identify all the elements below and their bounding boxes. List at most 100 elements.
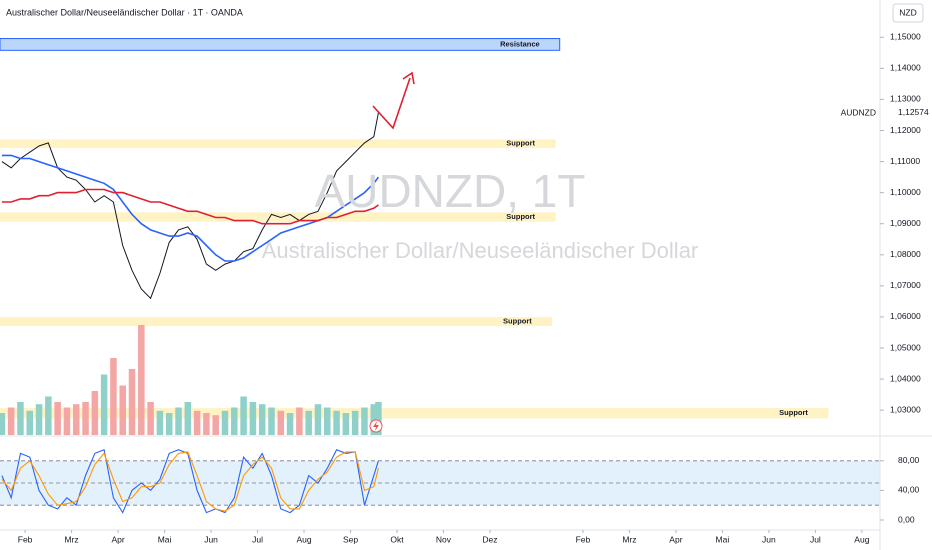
volume-bar	[342, 413, 350, 435]
volume-bar	[193, 410, 201, 435]
watermark-sub: Australischer Dollar/Neuseeländischer Do…	[262, 238, 699, 263]
zone-label: Support	[779, 408, 808, 417]
x-tick-label: Mai	[158, 534, 172, 544]
currency-box[interactable]	[892, 3, 924, 23]
x-tick-label: Jul	[252, 534, 263, 544]
last-price-box	[882, 105, 930, 120]
symbol-label: AUDNZD	[841, 107, 876, 117]
volume-bar	[296, 407, 303, 435]
y-tick-label: 1,05000	[890, 342, 921, 352]
volume-bar	[249, 402, 257, 435]
y-tick-label: 80,00	[898, 455, 920, 465]
volume-bar	[258, 404, 266, 435]
volume-bar	[45, 396, 52, 435]
stoch-band	[0, 460, 880, 506]
y-tick-label: 1,13000	[890, 94, 921, 104]
x-tick-label: Sep	[343, 534, 358, 544]
volume-bar	[100, 374, 108, 435]
volume-bar	[370, 404, 378, 435]
x-tick-label: Apr	[111, 534, 124, 544]
volume-bar	[351, 410, 359, 435]
drawing-arrowhead	[402, 71, 415, 85]
volume-bar	[221, 410, 229, 435]
x-tick-label: Feb	[576, 534, 591, 544]
volume-bar	[91, 391, 99, 435]
volume-bar	[119, 385, 126, 435]
volume-bar	[286, 413, 294, 435]
volume-bar	[54, 402, 61, 435]
y-tick-label: 1,15000	[890, 32, 921, 42]
volume-bar	[147, 402, 154, 435]
event-icon-bolt	[373, 421, 379, 431]
volume-bar	[165, 413, 173, 435]
y-tick-label: 1,04000	[890, 373, 921, 383]
x-tick-label: Okt	[390, 534, 404, 544]
volume-bar	[128, 369, 136, 435]
volume-bar	[138, 325, 145, 435]
x-tick-label: Aug	[296, 534, 311, 544]
y-tick-label: 40,00	[898, 485, 920, 495]
y-tick-label: 1,10000	[890, 187, 921, 197]
volume-bar	[35, 404, 43, 435]
y-tick-label: 1,11000	[890, 156, 920, 166]
x-tick-label: Mai	[716, 534, 730, 544]
volume-bar	[184, 402, 192, 435]
x-tick-label: Aug	[854, 534, 869, 544]
volume-bar	[17, 402, 24, 435]
volume-bar	[361, 407, 368, 435]
zone	[0, 38, 561, 51]
zone-label: Support	[503, 317, 532, 326]
volume-bar	[277, 410, 285, 435]
price-line	[1, 188, 379, 225]
watermark: AUDNZD, 1T	[315, 165, 586, 217]
plot-area	[0, 38, 880, 514]
y-tick-label: 1,08000	[890, 249, 921, 259]
drawing-arrow	[372, 77, 411, 130]
x-tick-label: Jun	[204, 534, 218, 544]
zone-label: Support	[506, 139, 535, 148]
volume-bar	[231, 407, 238, 435]
x-tick-label: Dez	[482, 534, 497, 544]
zone-label: Resistance	[500, 39, 540, 48]
volume-bar	[240, 396, 247, 435]
volume-bar	[333, 410, 340, 435]
zone	[0, 139, 556, 149]
volume-bar	[324, 407, 331, 435]
x-tick-label: Mrz	[65, 534, 79, 544]
zone	[0, 408, 829, 419]
volume-bar	[203, 413, 210, 435]
x-tick-label: Nov	[436, 534, 452, 544]
volume-bar	[156, 410, 164, 435]
stoch-line	[1, 451, 379, 512]
volume-bar	[0, 413, 6, 435]
volume-bar	[175, 407, 182, 435]
volume-bar	[26, 410, 34, 435]
volume-bar	[314, 404, 322, 435]
currency: NZD	[899, 7, 916, 17]
zone	[0, 212, 556, 222]
last-price-label: 1,12574	[898, 107, 929, 117]
volume-bar	[268, 407, 275, 435]
volume-bar	[212, 415, 219, 435]
y-tick-label: 1,12000	[890, 125, 921, 135]
volume-bar	[7, 407, 15, 435]
x-tick-label: Feb	[18, 534, 33, 544]
x-tick-label: Mrz	[622, 534, 636, 544]
price-line	[1, 112, 379, 300]
chart-title: Australischer Dollar/Neuseeländischer Do…	[6, 7, 243, 17]
volume-bar	[305, 410, 312, 435]
volume-bar	[72, 404, 80, 435]
zone	[0, 317, 553, 327]
stoch-line	[1, 448, 379, 514]
y-tick-label: 1,03000	[890, 404, 921, 414]
volume-bar	[110, 358, 117, 435]
volume-bar	[82, 402, 89, 435]
volume-bar	[63, 407, 71, 435]
x-tick-label: Apr	[669, 534, 682, 544]
y-tick-label: 1,06000	[890, 311, 921, 321]
volume-bar	[375, 402, 382, 435]
y-tick-label: 1,14000	[890, 63, 921, 73]
y-tick-label: 0,00	[898, 514, 915, 524]
